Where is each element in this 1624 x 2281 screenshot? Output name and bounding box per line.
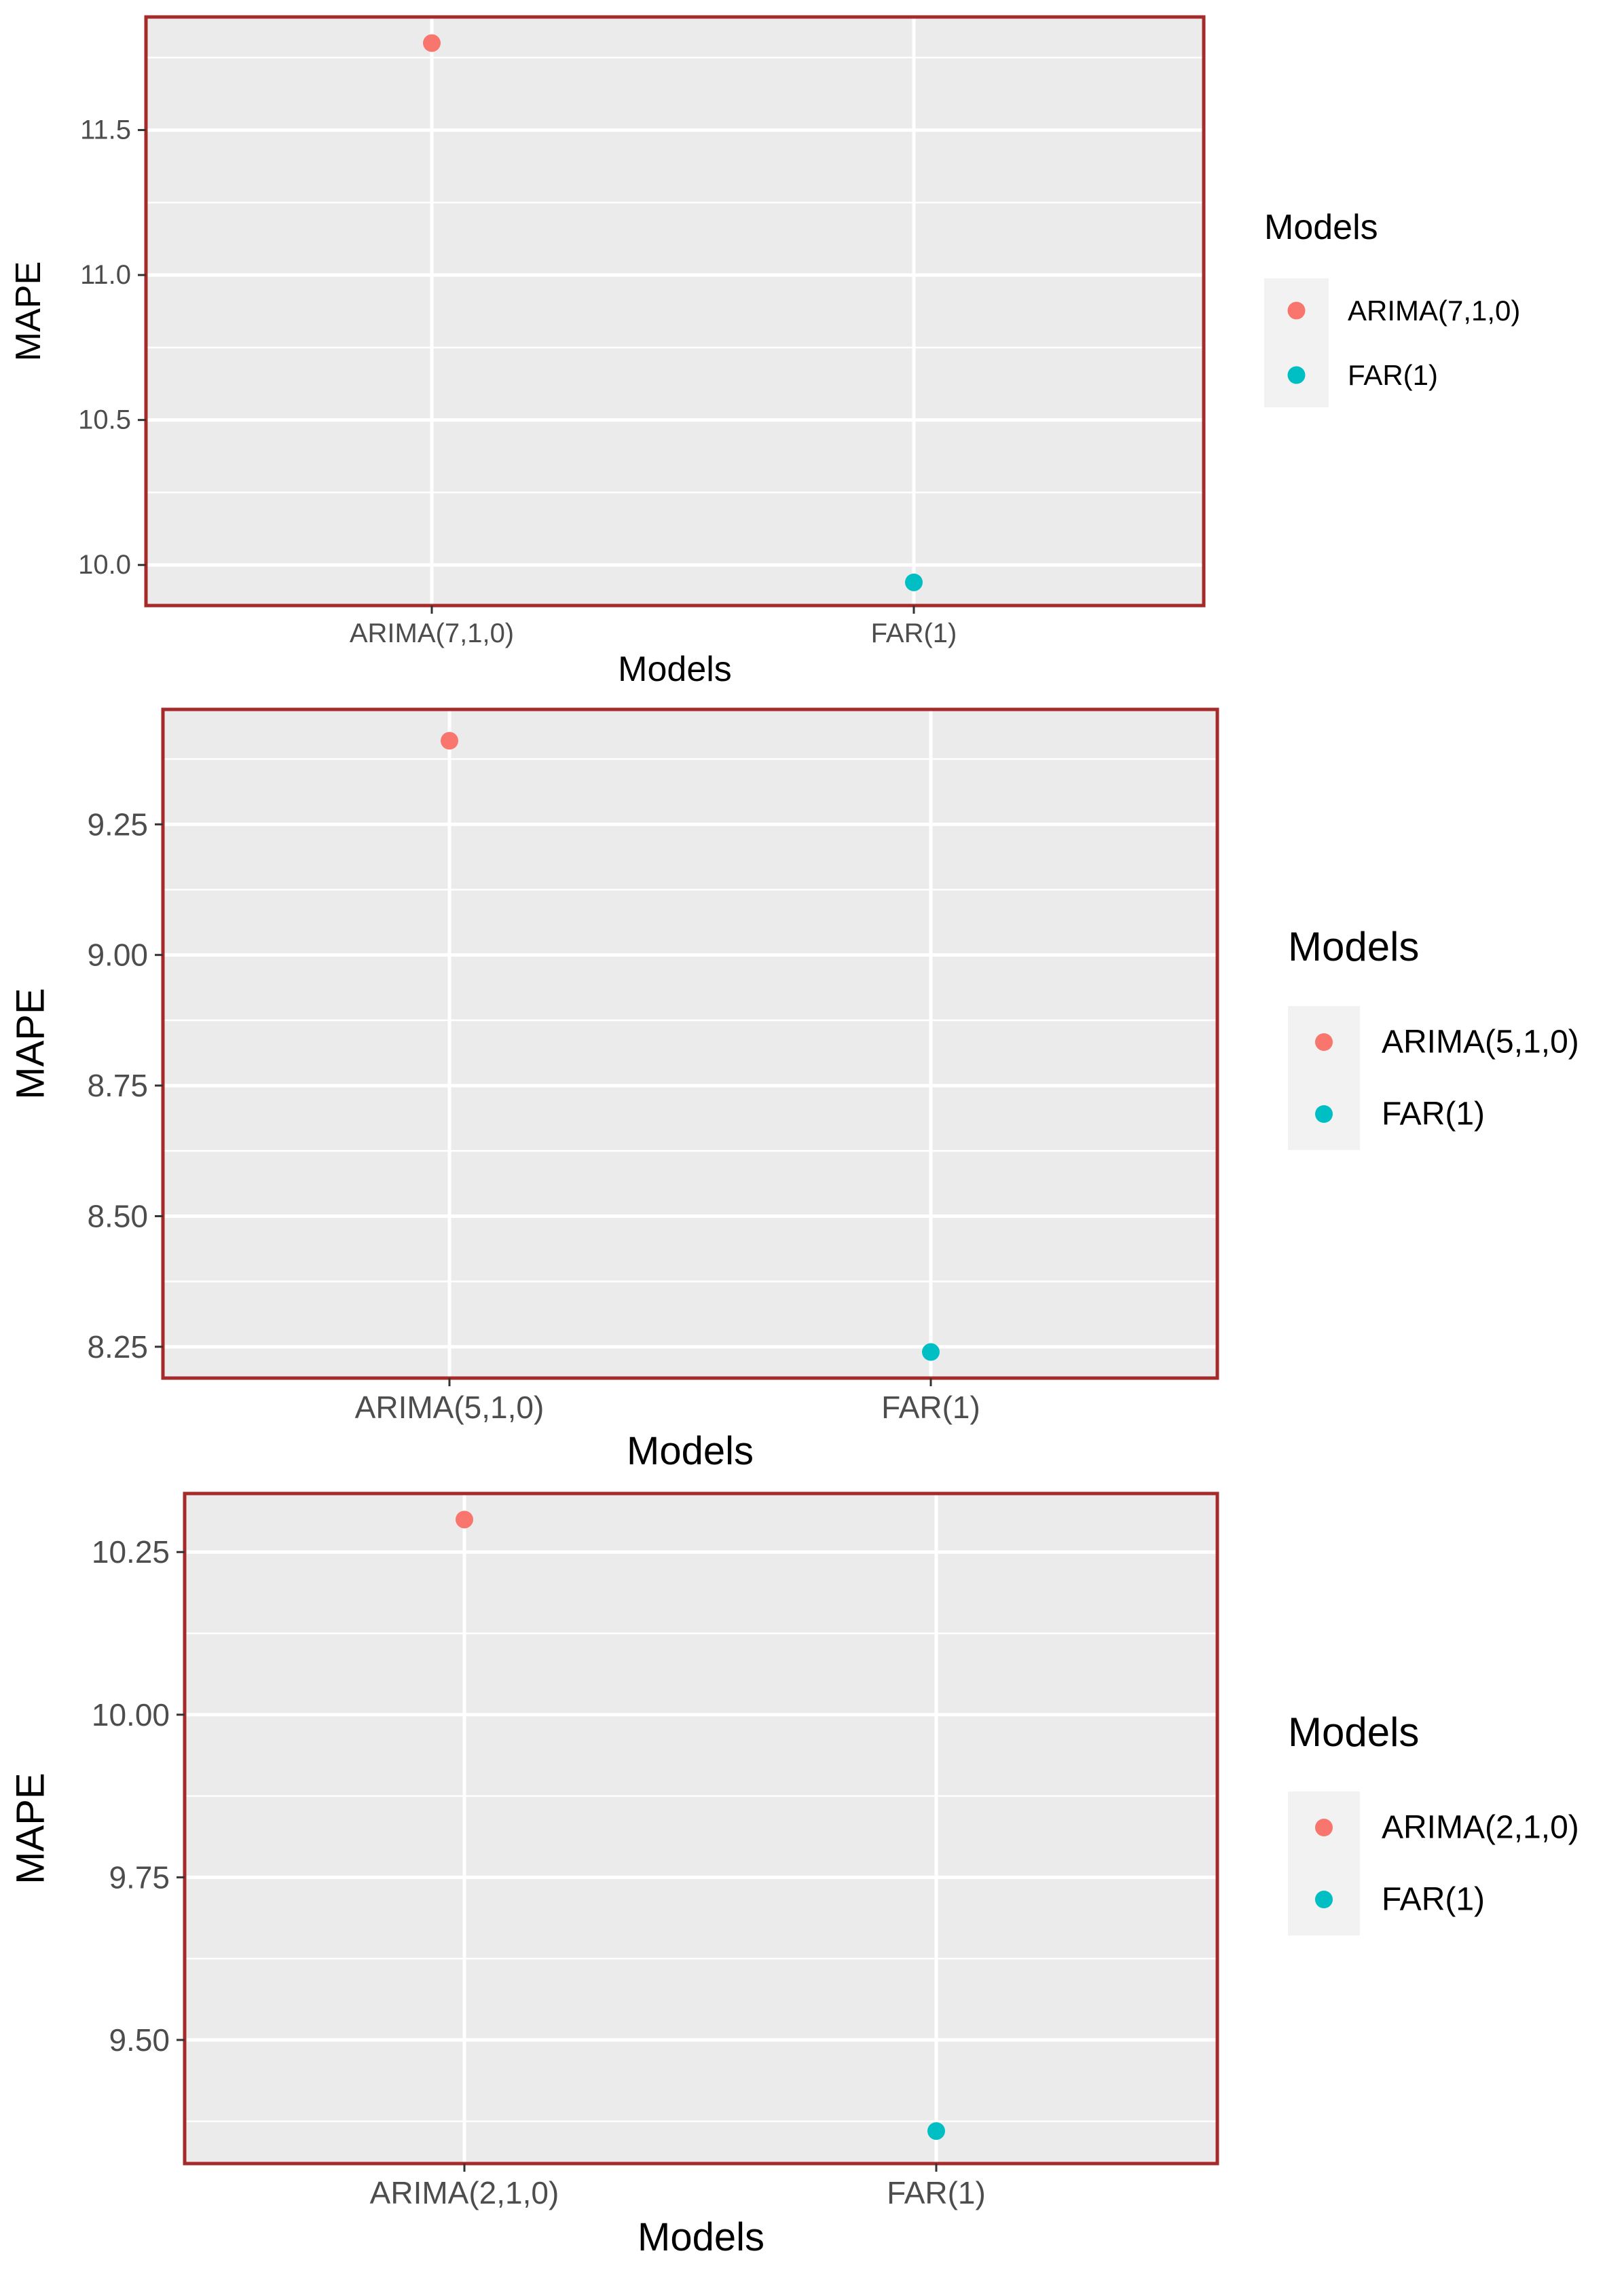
x-tick-label: FAR(1) — [881, 1390, 980, 1425]
y-tick-label: 9.50 — [109, 2022, 170, 2058]
y-tick-label: 10.25 — [92, 1534, 170, 1570]
y-tick-label: 8.75 — [87, 1068, 148, 1103]
legend-title: Models — [1264, 208, 1378, 247]
x-tick-label: ARIMA(5,1,0) — [355, 1390, 545, 1425]
legend-label: ARIMA(5,1,0) — [1382, 1024, 1579, 1060]
data-point-far — [927, 2122, 945, 2140]
legend-label: FAR(1) — [1382, 1096, 1485, 1132]
x-axis-title: Models — [618, 650, 732, 689]
y-axis-title: MAPE — [9, 1773, 53, 1884]
y-tick-label: 9.25 — [87, 806, 148, 842]
x-tick-label: ARIMA(7,1,0) — [350, 618, 514, 648]
data-point-far — [922, 1343, 940, 1361]
legend-marker-far — [1315, 1105, 1333, 1123]
legend-marker-far — [1315, 1891, 1333, 1908]
data-point-arima — [456, 1510, 473, 1529]
x-tick-label: FAR(1) — [887, 2175, 986, 2210]
y-tick-label: 8.25 — [87, 1329, 148, 1365]
y-tick-label: 9.75 — [109, 1859, 170, 1895]
legend-marker-arima — [1315, 1033, 1333, 1051]
legend-label: ARIMA(2,1,0) — [1382, 1810, 1579, 1846]
y-tick-label: 10.0 — [78, 550, 131, 580]
y-tick-label: 11.0 — [80, 260, 131, 290]
legend-label: ARIMA(7,1,0) — [1348, 295, 1520, 327]
panel-background — [163, 709, 1217, 1378]
legend: Models ARIMA(5,1,0) FAR(1) — [1288, 924, 1579, 1150]
x-tick-label: FAR(1) — [871, 618, 957, 648]
data-point-far — [905, 573, 923, 591]
legend-title: Models — [1288, 1709, 1419, 1755]
y-axis-title: MAPE — [9, 261, 48, 361]
y-tick-label: 11.5 — [80, 115, 131, 145]
panel-border — [144, 15, 1206, 608]
x-axis-title: Models — [627, 1429, 754, 1473]
y-tick-label: 10.00 — [92, 1697, 170, 1732]
data-point-arima — [441, 732, 458, 750]
panel-background — [146, 17, 1204, 606]
legend-title: Models — [1288, 924, 1419, 969]
y-tick-label: 10.5 — [78, 405, 131, 435]
y-tick-label: 9.00 — [87, 938, 148, 973]
data-point-arima — [423, 34, 441, 52]
x-tick-label: ARIMA(2,1,0) — [370, 2175, 559, 2210]
panel-border — [161, 707, 1219, 1380]
legend-marker-arima — [1315, 1819, 1333, 1836]
legend: Models ARIMA(7,1,0) FAR(1) — [1264, 208, 1520, 407]
y-tick-label: 8.50 — [87, 1198, 148, 1234]
y-axis-title: MAPE — [9, 988, 53, 1099]
legend-marker-arima — [1287, 301, 1306, 320]
panel-background — [185, 1494, 1217, 2164]
x-axis-title: Models — [638, 2215, 764, 2259]
legend-label: FAR(1) — [1382, 1882, 1485, 1918]
legend: Models ARIMA(2,1,0) FAR(1) — [1288, 1709, 1579, 1935]
legend-marker-far — [1287, 366, 1306, 384]
panel-border — [183, 1491, 1219, 2166]
legend-label: FAR(1) — [1348, 359, 1438, 391]
